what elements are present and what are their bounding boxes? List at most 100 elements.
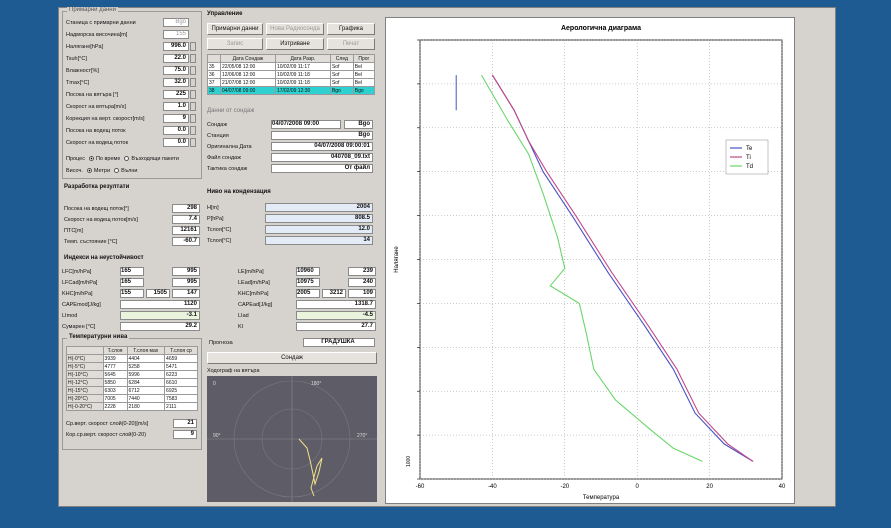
station-select[interactable]: Bgo bbox=[344, 120, 373, 129]
instability-value-c: 27.7 bbox=[296, 322, 376, 331]
hodograph-plot: 0 180° 90° 270° bbox=[207, 376, 377, 502]
table-cell: 37 bbox=[207, 78, 221, 87]
table-cell: 5645 bbox=[102, 370, 128, 379]
print-button[interactable]: Печат bbox=[327, 38, 375, 50]
temp-levels-header: T.слоя ср bbox=[164, 346, 198, 355]
table-cell: H(-0-20°C) bbox=[66, 402, 104, 411]
primary-field-label: Скорост на водещ поток bbox=[66, 139, 128, 146]
y-axis-label: Налягане bbox=[394, 246, 400, 273]
table-row: H(-0°C) 3939 4404 4659 bbox=[66, 354, 198, 363]
instability-value-a: 155 bbox=[120, 289, 144, 298]
primary-field-input[interactable]: 155 bbox=[163, 30, 189, 39]
primary-field-label: Посока на водещ поток bbox=[66, 127, 126, 134]
spin-buttons[interactable] bbox=[190, 90, 196, 99]
condensation-field-label: Tcлоя[°C] bbox=[207, 226, 232, 233]
sounding-field-value[interactable]: 04/07/2008 09:00 bbox=[271, 120, 341, 129]
primary-data-button[interactable]: Примарни данни bbox=[207, 23, 263, 35]
spin-buttons[interactable] bbox=[190, 138, 196, 147]
table-cell: H(-15°C) bbox=[66, 386, 104, 395]
sounding-field-value: От файл bbox=[271, 164, 373, 173]
mode-option-packets: Възходящи пакети bbox=[131, 155, 179, 162]
instability-value-a: 165 bbox=[120, 278, 144, 287]
table-header[interactable]: Дата Разр. bbox=[274, 54, 331, 63]
height-row: Височ. Метри Вълни bbox=[66, 166, 202, 175]
hodo-label-180: 180° bbox=[311, 381, 321, 387]
table-cell: 5471 bbox=[164, 362, 198, 371]
table-row: H(-20°C) 7005 7440 7583 bbox=[66, 394, 198, 403]
primary-field-input[interactable]: 996.0 bbox=[163, 42, 189, 51]
height-radio-meters[interactable] bbox=[86, 168, 92, 173]
x-axis-label: Температура bbox=[583, 495, 620, 501]
instability-value-a: 165 bbox=[120, 267, 144, 276]
delete-button[interactable]: Изтриване bbox=[266, 38, 324, 50]
series-line-td bbox=[481, 74, 703, 462]
forecast-row: Прогноза bbox=[209, 338, 379, 347]
primary-field-input[interactable]: 22.0 bbox=[163, 54, 189, 63]
primary-field-input[interactable]: 1.0 bbox=[163, 102, 189, 111]
instability-field-label: LIad bbox=[238, 312, 249, 319]
table-row[interactable]: 37 21/07/08 12:00 10/02/09 11:18 Sof Bel bbox=[207, 78, 376, 87]
primary-field-row: Корекция на верт. скорост[m/s] bbox=[66, 114, 156, 123]
spin-buttons[interactable] bbox=[190, 42, 196, 51]
table-header[interactable]: След bbox=[329, 54, 354, 63]
mode-radio-packets[interactable] bbox=[124, 156, 130, 161]
table-cell: 6303 bbox=[102, 386, 128, 395]
primary-field-input[interactable]: 75.0 bbox=[163, 66, 189, 75]
new-radiosonde-button[interactable]: Нова Радиосонда bbox=[266, 23, 324, 35]
primary-field-row: Tsuh[°C] bbox=[66, 54, 156, 63]
primary-field-input[interactable]: 0.0 bbox=[163, 138, 189, 147]
height-radio-waves[interactable] bbox=[114, 168, 120, 173]
results-field-row: Темп. състояние [°C] bbox=[64, 237, 154, 246]
table-cell: H(-20°C) bbox=[66, 394, 104, 403]
sounding-button[interactable]: Сондаж bbox=[207, 352, 377, 364]
table-cell: 7583 bbox=[164, 394, 198, 403]
primary-field-label: Налягане[hPa] bbox=[66, 43, 104, 50]
primary-field-row: Надморска височина[m] bbox=[66, 30, 156, 39]
instability-field-label: CAPEad[J/kg] bbox=[238, 301, 273, 308]
primary-field-input[interactable]: 32.0 bbox=[163, 78, 189, 87]
x-tick-label: 40 bbox=[779, 484, 786, 490]
forecast-label: Прогноза bbox=[209, 339, 233, 346]
instability-group: Индекси на неустойчивост LFC[m/hPa] 165 99… bbox=[62, 255, 381, 335]
primary-field-input[interactable]: Bgo bbox=[163, 18, 189, 27]
save-button[interactable]: Запис bbox=[207, 38, 263, 50]
spin-buttons[interactable] bbox=[190, 114, 196, 123]
x-tick-label: -60 bbox=[416, 484, 425, 490]
table-cell: 36 bbox=[207, 70, 221, 79]
spin-buttons[interactable] bbox=[190, 102, 196, 111]
table-header[interactable] bbox=[207, 54, 221, 63]
condensation-field-value: 2004 bbox=[265, 203, 373, 212]
mode-radio-time[interactable] bbox=[88, 156, 94, 161]
table-header[interactable]: Прог bbox=[352, 54, 376, 63]
sounding-group: Данни от сондаж Сондаж 04/07/2008 09:00 Bg… bbox=[205, 108, 381, 180]
results-field-label: Посока на водещ поток[°] bbox=[64, 205, 129, 212]
spin-buttons[interactable] bbox=[190, 126, 196, 135]
primary-field-input[interactable]: 225 bbox=[163, 90, 189, 99]
spin-buttons[interactable] bbox=[190, 78, 196, 87]
primary-field-row: Скорост на вятъра[m/s] bbox=[66, 102, 156, 111]
table-cell: Sof bbox=[329, 70, 354, 79]
sounding-title: Данни от сондаж bbox=[205, 108, 257, 114]
table-cell: 6925 bbox=[164, 386, 198, 395]
table-cell: 4659 bbox=[164, 354, 198, 363]
table-row[interactable]: 38 04/07/08 09:00 17/02/09 12:30 Bgo Bgo bbox=[207, 86, 376, 95]
results-field-value: 298 bbox=[172, 204, 200, 213]
table-row[interactable]: 35 22/05/08 12:00 10/02/09 11:17 Sof Bel bbox=[207, 62, 376, 71]
condensation-field-value: 808.5 bbox=[265, 214, 373, 223]
instability-value-c: 29.2 bbox=[120, 322, 200, 331]
sounding-field-row: Станция bbox=[207, 131, 267, 140]
table-header[interactable]: Дата Сондаж bbox=[219, 54, 276, 63]
spin-buttons[interactable] bbox=[190, 54, 196, 63]
graphics-button[interactable]: Графика bbox=[327, 23, 375, 35]
condensation-field-value: 14 bbox=[265, 236, 373, 245]
primary-field-label: Tmax[°C] bbox=[66, 79, 89, 86]
primary-field-label: Tsuh[°C] bbox=[66, 55, 87, 62]
table-row[interactable]: 36 12/06/08 12:00 10/02/09 11:18 Sof Bel bbox=[207, 70, 376, 79]
temp-extra-label: Ср.верт. скорост слой(0-20)[m/s] bbox=[66, 420, 149, 427]
primary-field-input[interactable]: 9 bbox=[163, 114, 189, 123]
spin-buttons[interactable] bbox=[190, 66, 196, 75]
primary-field-input[interactable]: 0.0 bbox=[163, 126, 189, 135]
instability-value-a: 10975 bbox=[296, 278, 320, 287]
sounding-field-row: Оригинална Дата bbox=[207, 142, 267, 151]
table-row: H(-5°C) 4777 5258 5471 bbox=[66, 362, 198, 371]
